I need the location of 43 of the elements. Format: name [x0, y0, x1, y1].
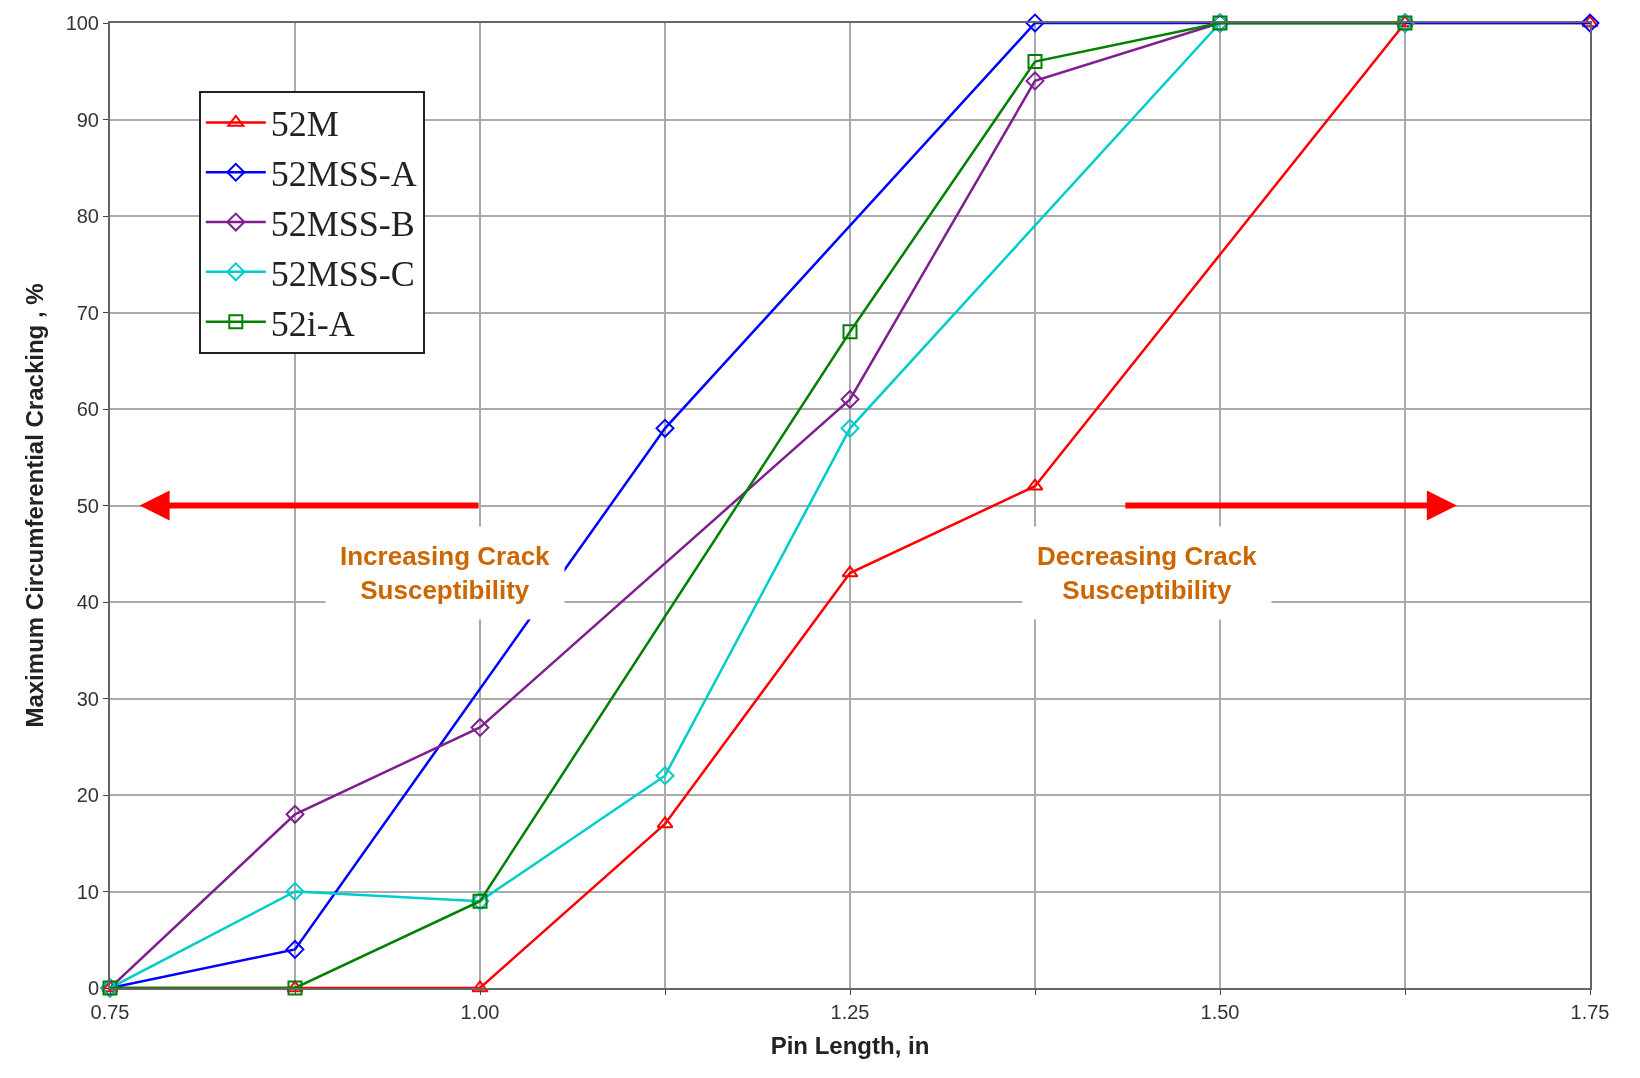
y-tick-label: 40 [76, 591, 99, 613]
x-tick-label: 1.25 [830, 1001, 870, 1023]
point [1580, 13, 1600, 33]
point [285, 804, 305, 824]
legend-label: 52MSS-B [270, 204, 415, 245]
x-tick-label: 1.50 [1200, 1001, 1240, 1023]
y-tick-label: 60 [76, 398, 99, 420]
point [656, 816, 674, 829]
point [285, 882, 305, 901]
point [1581, 15, 1599, 28]
y-tick-label: 30 [76, 687, 99, 710]
point [285, 939, 305, 959]
y-axis-title: Maximum Circumferential Cracking , % [21, 283, 49, 728]
point [471, 980, 489, 993]
x-tick-label: 1.75 [1570, 1001, 1610, 1023]
point [842, 324, 858, 340]
point [655, 418, 675, 438]
y-tick-label: 70 [76, 301, 99, 324]
y-tick-label: 0 [87, 977, 99, 999]
x-tick-label: 0.75 [90, 1001, 130, 1023]
point [1026, 478, 1044, 491]
legend-label: 52MSS-A [270, 154, 417, 195]
point [840, 418, 860, 438]
y-tick-label: 100 [65, 12, 99, 34]
point [840, 389, 860, 409]
point [841, 565, 859, 578]
annotation: Decreasing Crack Susceptibility [1037, 541, 1258, 605]
y-tick-label: 80 [76, 205, 99, 227]
y-tick-label: 10 [76, 880, 99, 903]
point [470, 718, 490, 737]
x-tick-label: 1.00 [460, 1001, 500, 1023]
x-axis-title: Pin Length, in [770, 1031, 930, 1059]
y-tick-label: 20 [76, 784, 99, 806]
annotation: Increasing Crack Susceptibility [340, 541, 551, 605]
y-tick-label: 90 [76, 108, 99, 131]
point [655, 766, 675, 786]
legend-label: 52i-A [270, 303, 355, 344]
legend-label: 52MSS-C [270, 253, 415, 294]
point [1025, 13, 1045, 33]
y-tick-label: 50 [76, 494, 99, 517]
legend-label: 52M [270, 104, 339, 145]
point [1025, 71, 1045, 91]
point [1027, 54, 1043, 70]
